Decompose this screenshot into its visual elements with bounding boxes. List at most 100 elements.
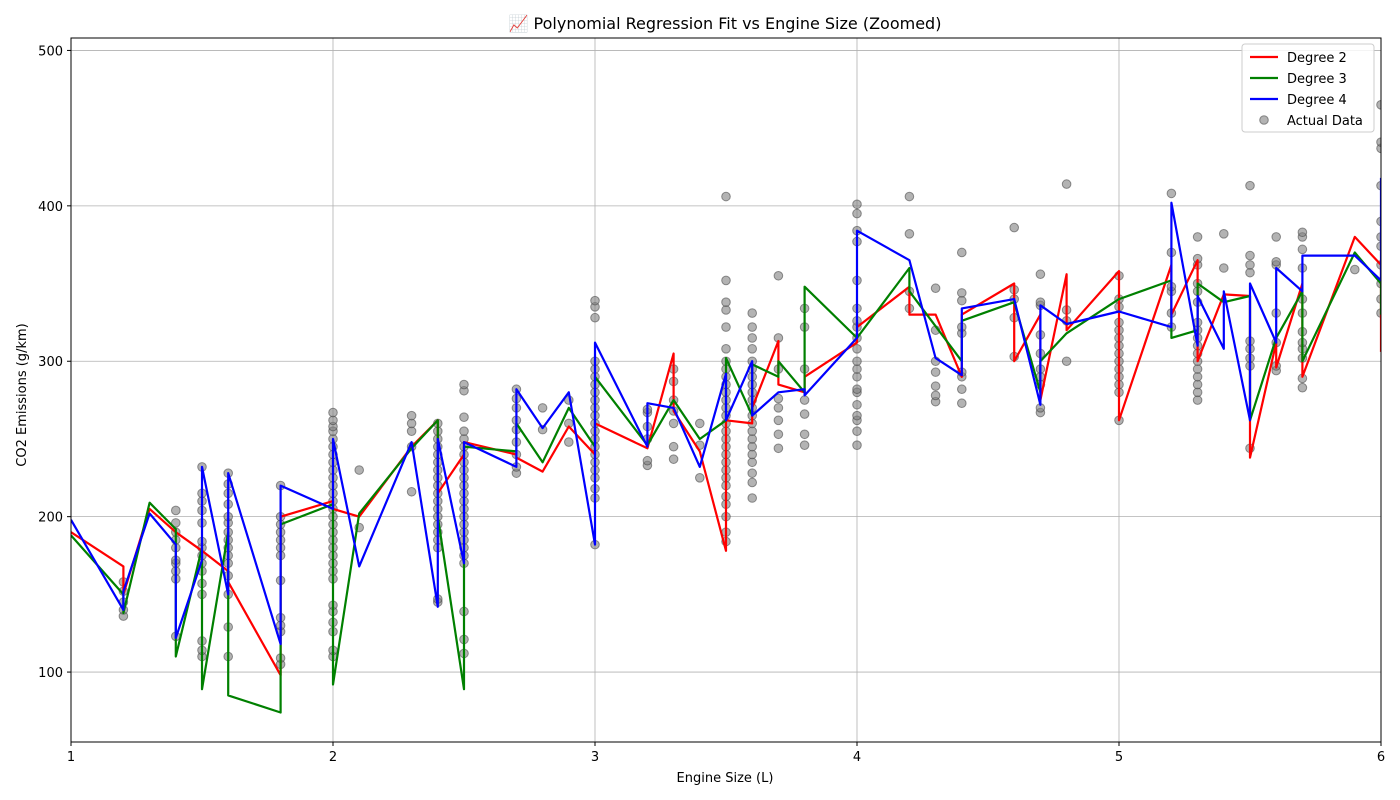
scatter-point bbox=[459, 379, 469, 390]
scatter-point bbox=[747, 333, 758, 343]
scatter-point bbox=[721, 297, 731, 307]
chart-title: 📈 Polynomial Regression Fit vs Engine Si… bbox=[509, 14, 942, 33]
scatter-point bbox=[1219, 263, 1229, 273]
y-tick-label: 100 bbox=[38, 666, 63, 681]
y-tick-label: 300 bbox=[38, 355, 63, 370]
legend-label: Degree 4 bbox=[1287, 93, 1347, 108]
scatter-point bbox=[1271, 232, 1281, 242]
scatter-point bbox=[668, 441, 679, 452]
scatter-point bbox=[747, 344, 758, 354]
scatter-point bbox=[1297, 382, 1308, 393]
scatter-point bbox=[354, 465, 365, 475]
scatter-point bbox=[1245, 260, 1255, 270]
scatter-point bbox=[957, 398, 967, 409]
scatter-point bbox=[642, 455, 653, 466]
scatter-point bbox=[695, 418, 705, 429]
scatter-point bbox=[328, 407, 338, 418]
scatter-point bbox=[747, 493, 758, 503]
y-tick-label: 500 bbox=[38, 44, 63, 59]
scatter-point bbox=[747, 308, 758, 318]
legend-label: Degree 2 bbox=[1287, 51, 1347, 66]
scatter-point bbox=[852, 410, 862, 421]
scatter-point bbox=[406, 410, 417, 421]
y-tick-label: 200 bbox=[38, 511, 63, 526]
scatter-point bbox=[773, 415, 784, 426]
scatter-point bbox=[668, 454, 679, 464]
scatter-point bbox=[1219, 229, 1229, 239]
scatter-point bbox=[590, 312, 600, 323]
scatter-point bbox=[459, 412, 469, 422]
scatter-point bbox=[1350, 264, 1360, 275]
scatter-point bbox=[171, 505, 181, 516]
scatter-point bbox=[773, 429, 784, 440]
scatter-point bbox=[799, 440, 810, 450]
scatter-point bbox=[852, 344, 862, 354]
scatter-point bbox=[904, 191, 915, 202]
scatter-point bbox=[904, 229, 915, 239]
scatter-point bbox=[852, 356, 862, 367]
scatter-point bbox=[1192, 232, 1203, 242]
axes-frame bbox=[70, 37, 1382, 743]
scatter-point bbox=[1297, 244, 1308, 255]
scatter-point bbox=[930, 390, 941, 401]
scatter-point bbox=[721, 344, 731, 354]
scatter-point bbox=[1245, 250, 1255, 261]
axes: 1 2 3 4 5 6 100 200 300 400 500 bbox=[38, 37, 1385, 765]
scatter-point bbox=[747, 468, 758, 478]
scatter-point bbox=[799, 429, 810, 440]
scatter-point bbox=[1061, 356, 1072, 367]
scatter-point bbox=[852, 440, 862, 450]
scatter-point bbox=[957, 288, 967, 298]
scatter-point bbox=[1271, 256, 1281, 267]
scatter-point bbox=[459, 426, 469, 436]
scatter-point bbox=[930, 381, 941, 391]
scatter-point bbox=[695, 473, 705, 483]
scatter-point bbox=[1061, 179, 1072, 189]
scatter-point bbox=[773, 270, 784, 281]
x-tick-label: 4 bbox=[853, 750, 861, 765]
scatter-point bbox=[1166, 188, 1177, 199]
scatter-point bbox=[799, 409, 810, 419]
scatter-point bbox=[852, 208, 862, 219]
legend-box bbox=[1241, 43, 1375, 133]
series-line-degree-4 bbox=[71, 177, 1381, 646]
scatter-point bbox=[773, 393, 784, 404]
scatter-point bbox=[1035, 269, 1046, 280]
y-tick-label: 400 bbox=[38, 200, 63, 215]
scatter-point bbox=[1245, 180, 1255, 191]
scatter-point bbox=[930, 367, 941, 377]
y-axis-label: CO2 Emissions (g/km) bbox=[15, 323, 30, 466]
scatter-point bbox=[537, 424, 548, 435]
scatter-point bbox=[590, 295, 600, 306]
scatter-point bbox=[406, 486, 417, 497]
legend: Degree 2 Degree 3 Degree 4 Actual Data bbox=[1241, 43, 1375, 133]
scatter-point bbox=[747, 322, 758, 332]
scatter-point bbox=[930, 283, 941, 294]
x-axis-label: Engine Size (L) bbox=[677, 771, 774, 786]
scatter-point bbox=[957, 247, 967, 258]
legend-marker-swatch bbox=[1259, 115, 1269, 125]
plot-area bbox=[71, 100, 1381, 714]
legend-label: Actual Data bbox=[1287, 114, 1363, 129]
x-tick-label: 2 bbox=[329, 750, 337, 765]
scatter-point bbox=[773, 443, 784, 454]
scatter-point bbox=[537, 403, 548, 413]
scatter-point bbox=[721, 275, 731, 286]
scatter-point bbox=[852, 399, 862, 410]
x-tick-label: 3 bbox=[591, 750, 599, 765]
scatter-point bbox=[773, 403, 784, 413]
scatter-point bbox=[721, 191, 731, 202]
legend-label: Degree 3 bbox=[1287, 72, 1347, 87]
scatter-point bbox=[721, 322, 731, 332]
scatter-point bbox=[668, 418, 679, 429]
scatter-point bbox=[852, 199, 862, 210]
scatter-point bbox=[957, 384, 967, 395]
x-tick-label: 6 bbox=[1377, 750, 1385, 765]
x-tick-label: 5 bbox=[1115, 750, 1123, 765]
scatter-point bbox=[1297, 227, 1308, 238]
scatter-point bbox=[564, 437, 574, 447]
scatter-point bbox=[799, 395, 810, 405]
